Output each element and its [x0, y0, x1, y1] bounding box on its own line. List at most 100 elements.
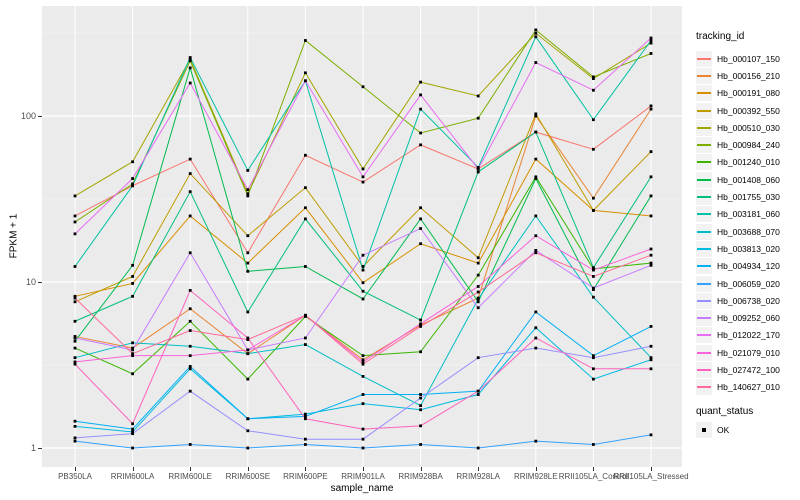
data-point	[476, 297, 480, 301]
data-point	[476, 167, 480, 171]
data-point	[188, 56, 192, 59]
data-point	[131, 294, 134, 298]
data-point	[131, 352, 134, 356]
data-point	[534, 177, 538, 180]
data-point	[73, 336, 77, 340]
legend-key-line	[697, 161, 711, 164]
data-point	[649, 263, 653, 267]
legend-entry-Hb_001240_010: Hb_001240_010	[696, 154, 800, 171]
data-point	[649, 39, 653, 42]
x-tick-mark	[363, 467, 364, 471]
data-point	[361, 289, 365, 293]
data-point	[419, 131, 422, 135]
data-point	[419, 408, 422, 412]
data-point	[73, 339, 77, 343]
data-point	[131, 427, 134, 431]
legend-quant-title: quant_status	[696, 405, 754, 417]
data-point	[361, 374, 365, 378]
y-tick-label: 1	[30, 443, 36, 453]
legend-key-line	[697, 334, 711, 337]
data-point	[188, 329, 192, 332]
data-point	[304, 343, 307, 346]
legend-entry-Hb_140627_010: Hb_140627_010	[696, 379, 800, 396]
data-point	[534, 336, 538, 340]
legend-key-line	[697, 247, 711, 250]
legend-entry-Hb_027472_100: Hb_027472_100	[696, 361, 800, 378]
legend-label: Hb_012022_170	[717, 330, 780, 341]
x-axis-title: sample_name	[330, 483, 394, 494]
data-point	[361, 85, 365, 89]
data-point	[73, 214, 77, 218]
legend-key-line	[697, 92, 711, 95]
legend-key-icon	[696, 50, 712, 67]
legend-entry-Hb_000392_550: Hb_000392_550	[696, 102, 800, 119]
legend-key-icon	[696, 171, 712, 188]
data-point	[304, 39, 307, 42]
data-point	[188, 66, 192, 70]
data-point	[534, 61, 538, 64]
data-point	[188, 365, 192, 368]
data-point	[476, 306, 480, 310]
data-point	[131, 346, 134, 350]
data-point	[188, 307, 192, 311]
y-axis-title: FPKM + 1	[8, 213, 20, 259]
data-point	[649, 325, 653, 328]
data-point	[476, 446, 480, 450]
data-point	[188, 172, 192, 175]
data-point	[592, 286, 595, 290]
data-point	[73, 296, 77, 300]
legend-label: Hb_001408_060	[717, 174, 780, 185]
data-point	[361, 354, 365, 358]
data-point	[361, 175, 365, 179]
data-point	[476, 116, 480, 120]
data-point	[361, 253, 365, 257]
data-point	[131, 372, 134, 376]
legend-key-icon	[696, 67, 712, 84]
legend-quant-entry: OK	[696, 421, 800, 438]
data-point	[361, 360, 365, 364]
x-tick-label-RRII105LA_Control: RRII105LA_Control	[558, 472, 629, 481]
data-point	[592, 266, 595, 270]
legend-key-line	[697, 144, 711, 147]
legend-key-icon	[696, 137, 712, 154]
legend-entry-Hb_003688_070: Hb_003688_070	[696, 223, 800, 240]
data-point	[246, 169, 250, 172]
data-point	[476, 290, 480, 294]
legend-label: Hb_004934_120	[717, 261, 780, 272]
data-point	[649, 104, 653, 108]
y-tick-label: 100	[20, 111, 36, 121]
data-point	[592, 196, 595, 200]
data-point	[246, 352, 250, 356]
legend-key-icon	[696, 189, 712, 206]
y-tick-mark	[38, 282, 42, 283]
legend-entry-Hb_012022_170: Hb_012022_170	[696, 327, 800, 344]
data-point	[131, 422, 134, 426]
black-square-marker-icon	[702, 427, 706, 432]
data-points	[73, 28, 653, 450]
data-point	[361, 281, 365, 285]
legend-label: Hb_000191_080	[717, 88, 780, 99]
x-tick-label-RRIM928BA: RRIM928BA	[398, 472, 443, 481]
data-point	[246, 310, 250, 314]
data-point	[649, 358, 653, 362]
data-point	[361, 358, 365, 362]
data-point	[419, 93, 422, 97]
chart-canvas	[42, 6, 682, 467]
data-point	[246, 269, 250, 273]
legend-entry-Hb_009252_060: Hb_009252_060	[696, 309, 800, 327]
data-point	[419, 107, 422, 111]
legend-label: Hb_006738_020	[717, 295, 780, 306]
data-point	[246, 446, 250, 450]
data-point	[476, 393, 480, 396]
data-point	[649, 41, 653, 45]
x-tick-label-RRIM928LE: RRIM928LE	[514, 472, 558, 481]
data-point	[304, 437, 307, 441]
data-point	[592, 377, 595, 381]
data-point	[476, 389, 480, 393]
legend: tracking_id Hb_000107_150 Hb_000156_210 Hb…	[696, 28, 800, 438]
data-point	[534, 249, 538, 252]
data-point	[304, 71, 307, 75]
data-point	[592, 88, 595, 92]
data-point	[304, 153, 307, 157]
legend-label: Hb_140627_010	[717, 382, 780, 393]
